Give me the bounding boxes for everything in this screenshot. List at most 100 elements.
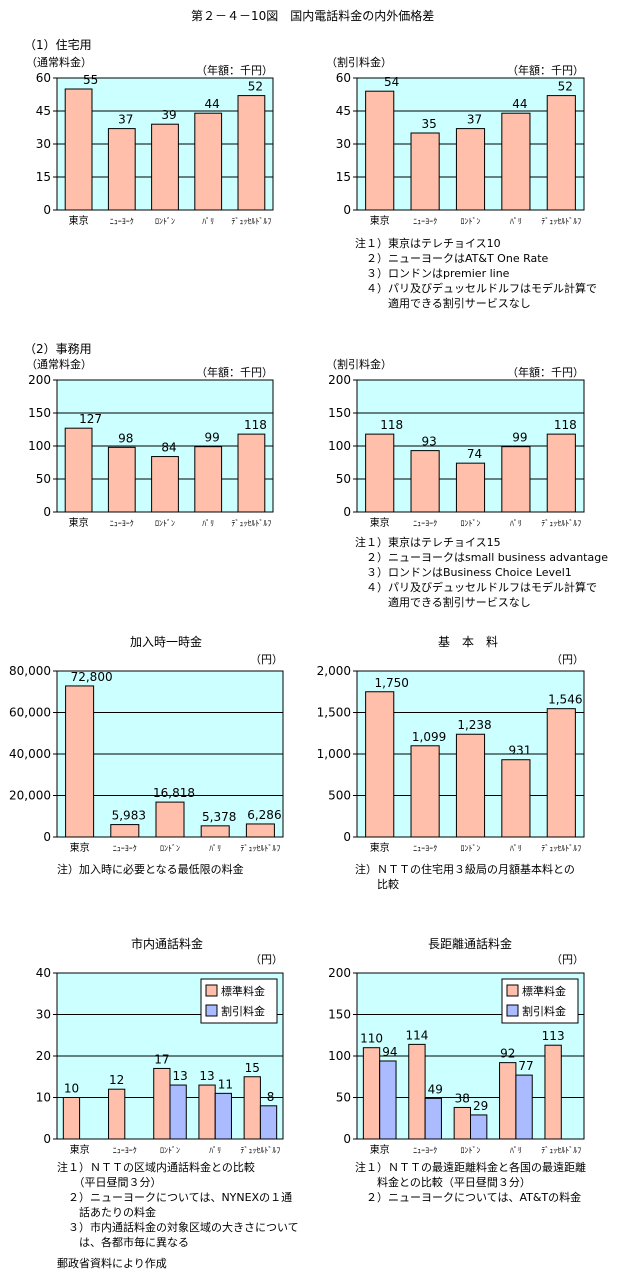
data-label: 92 [500,1047,515,1061]
x-tick-label: ﾛﾝﾄﾞﾝ [461,217,481,226]
x-tick-label: ﾃﾞｭｯｾﾙﾄﾞﾙﾌ [541,844,581,853]
x-tick-label: ﾆｭｰﾖｰｸ [110,217,134,226]
bar [501,446,531,513]
y-tick-label: 20 [36,1049,51,1063]
data-label: 118 [380,418,403,432]
x-tick-label: ﾛﾝﾄﾞﾝ [461,1146,481,1155]
notes-basic: 注）ＮＴＴの住宅用３級局の月額基本料との 比較 [355,862,575,892]
bar [64,88,93,211]
x-tick-label: ﾆｭｰﾖｰｸ [413,519,437,528]
x-tick-label: ﾛﾝﾄﾞﾝ [155,519,175,528]
y-tick-label: 20,000 [9,789,51,803]
x-tick-label: ﾛﾝﾄﾞﾝ [461,519,481,528]
data-label: 127 [79,412,102,426]
data-label: 99 [512,431,527,445]
bar [107,446,136,513]
y-tick-label: 0 [43,1132,51,1146]
data-label: 11 [218,1077,233,1091]
notes-local: 注１）ＮＴＴの区域内通話料金との比較 （平日昼間３分） ２）ニューヨークについて… [57,1160,299,1250]
join-fee-title: 加入時一時金 [130,635,203,649]
data-label: 54 [384,75,399,89]
data-label: 16,818 [153,786,195,800]
bar [365,691,395,838]
bar [544,1044,562,1140]
y-tick-label: 200 [328,966,351,980]
notes-long: 注１）ＮＴＴの最遠距離料金と各国の最遠距離 料金との比較（平日昼間３分） ２）ニ… [355,1160,586,1205]
bar [501,112,531,211]
data-label: 1,546 [548,693,582,707]
y-tick-label: 150 [328,1008,351,1022]
bar [515,1074,533,1140]
y-tick-label: 30 [36,137,51,151]
bar [237,433,266,513]
x-tick-label: ﾆｭｰﾖｰｸ [413,1146,437,1155]
unit-label: （年額：千円） [196,365,273,379]
y-tick-label: 1,500 [317,706,351,720]
x-tick-label: 東京 [70,1143,90,1156]
chart-res-normal: 0 15 30 45 60 （通常料金） （年額：千円） 東京 ﾆｭｰﾖｰｸ ﾛﾝﾄﾞﾝ ﾊﾟﾘ ﾃﾞ… [26,55,274,227]
note-line: ２）ニューヨークはAT&T One Rate [355,252,549,265]
x-tick-label: ﾆｭｰﾖｰｸ [413,844,437,853]
bar [200,825,230,838]
bar [151,123,179,211]
bar [110,824,140,838]
note-line: ２）ニューヨークはsmall business advantage [355,551,608,564]
bar [153,1067,171,1140]
x-tick-label: 東京 [370,841,390,854]
bar [151,456,179,513]
data-label: 52 [558,80,573,94]
note-line: 注１）東京はテレチョイス10 [355,237,501,250]
bar [64,427,93,513]
data-label: 35 [421,117,436,131]
bar [169,1084,187,1140]
data-label: 38 [455,1091,470,1105]
note-line: 話あたりの料金 [57,1206,156,1219]
x-tick-label: ﾊﾟﾘ [510,519,522,528]
y-tick-label: 30 [336,137,351,151]
bar [453,1106,472,1140]
bar [546,433,576,513]
legend-label: 標準料金 [221,984,265,998]
legend-swatch [506,984,519,997]
note-line: 注１）ＮＴＴの最遠距離料金と各国の最遠距離 [355,1161,586,1174]
chart-join-fee: 0 20,000 40,000 60,000 80,000 （円） 東京 ﾆｭｰﾖｰｸ ﾛﾝﾄﾞ… [9,653,284,854]
data-label: 93 [421,435,436,449]
data-label: 49 [428,1082,443,1096]
y-tick-label: 0 [43,830,51,844]
y-axis-label: （通常料金） [26,55,92,69]
y-tick-label: 150 [328,406,351,420]
bar [237,95,266,211]
x-tick-label: 東京 [69,516,89,529]
data-label: 94 [382,1045,397,1059]
x-tick-label: 東京 [69,214,89,227]
bar [107,128,136,211]
data-label: 98 [118,431,133,445]
unit-label: （円） [551,953,584,966]
x-tick-label: ﾆｭｰﾖｰｸ [413,217,437,226]
x-tick-label: 東京 [370,516,390,529]
data-label: 84 [161,441,176,455]
data-label: 13 [199,1069,214,1083]
data-label: 114 [405,1028,428,1042]
bar [362,1047,381,1140]
bar [259,1105,278,1140]
y-tick-label: 100 [328,1049,351,1063]
y-tick-label: 80,000 [9,664,51,678]
x-tick-label: ﾃﾞｭｯｾﾙﾄﾞﾙﾌ [541,217,581,226]
data-label: 44 [512,97,527,111]
legend-label: 標準料金 [522,984,566,998]
chart-local-call: 0 10 20 30 40 （円） 東京 ﾆｭｰﾖｰｸ ﾛﾝﾄﾞﾝ ﾊﾟﾘ ﾃﾞｭｯｾﾙﾄﾞﾙﾌ 10… [36,953,284,1156]
x-tick-label: ﾊﾟﾘ [510,1146,522,1155]
chart-long-call: 0 50 100 150 200 （円） 東京 ﾆｭｰﾖｰｸ ﾛﾝﾄﾞﾝ ﾊﾟﾘ ﾃﾞｭｯｾﾙﾄﾞﾙ… [328,953,585,1156]
y-tick-label: 0 [43,505,51,519]
bar [243,1076,261,1140]
y-tick-label: 200 [328,373,351,387]
bar [501,759,531,838]
y-tick-label: 1,000 [317,747,351,761]
x-tick-label: ﾊﾟﾘ [202,519,214,528]
unit-label: （年額：千円） [507,365,584,379]
x-tick-label: ﾊﾟﾘ [510,217,522,226]
y-tick-label: 60 [36,71,51,85]
data-label: 52 [248,80,263,94]
y-tick-label: 100 [28,439,51,453]
